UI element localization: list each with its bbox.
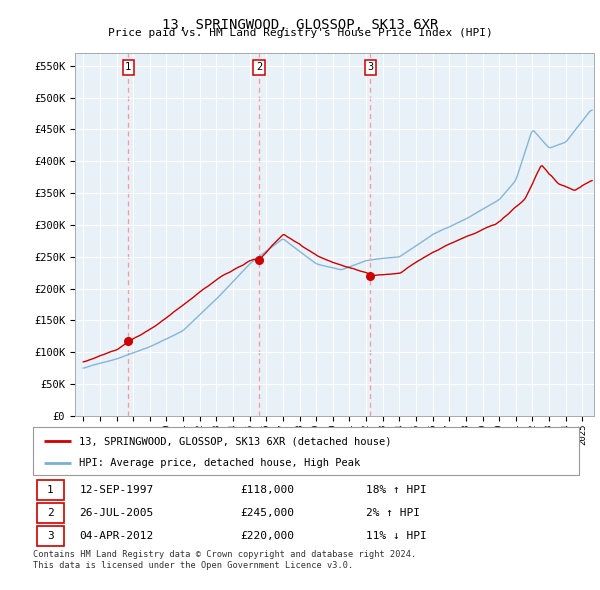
Bar xyxy=(37,480,64,500)
Text: This data is licensed under the Open Government Licence v3.0.: This data is licensed under the Open Gov… xyxy=(33,560,353,569)
Text: 1: 1 xyxy=(47,485,54,495)
Text: 3: 3 xyxy=(47,531,54,541)
Bar xyxy=(37,526,64,546)
Text: 13, SPRINGWOOD, GLOSSOP, SK13 6XR: 13, SPRINGWOOD, GLOSSOP, SK13 6XR xyxy=(162,18,438,32)
Text: 13, SPRINGWOOD, GLOSSOP, SK13 6XR (detached house): 13, SPRINGWOOD, GLOSSOP, SK13 6XR (detac… xyxy=(79,436,392,446)
Text: 18% ↑ HPI: 18% ↑ HPI xyxy=(366,485,427,495)
Text: 3: 3 xyxy=(367,62,373,72)
Text: HPI: Average price, detached house, High Peak: HPI: Average price, detached house, High… xyxy=(79,458,361,468)
Bar xyxy=(37,503,64,523)
Text: £220,000: £220,000 xyxy=(241,531,295,541)
Text: 11% ↓ HPI: 11% ↓ HPI xyxy=(366,531,427,541)
Text: 2: 2 xyxy=(47,508,54,518)
Text: 26-JUL-2005: 26-JUL-2005 xyxy=(79,508,154,518)
Text: Price paid vs. HM Land Registry's House Price Index (HPI): Price paid vs. HM Land Registry's House … xyxy=(107,28,493,38)
Text: 12-SEP-1997: 12-SEP-1997 xyxy=(79,485,154,495)
Text: 04-APR-2012: 04-APR-2012 xyxy=(79,531,154,541)
Text: 2: 2 xyxy=(256,62,262,72)
Text: 1: 1 xyxy=(125,62,131,72)
Text: Contains HM Land Registry data © Crown copyright and database right 2024.: Contains HM Land Registry data © Crown c… xyxy=(33,550,416,559)
Text: £245,000: £245,000 xyxy=(241,508,295,518)
Text: 2% ↑ HPI: 2% ↑ HPI xyxy=(366,508,420,518)
Text: £118,000: £118,000 xyxy=(241,485,295,495)
